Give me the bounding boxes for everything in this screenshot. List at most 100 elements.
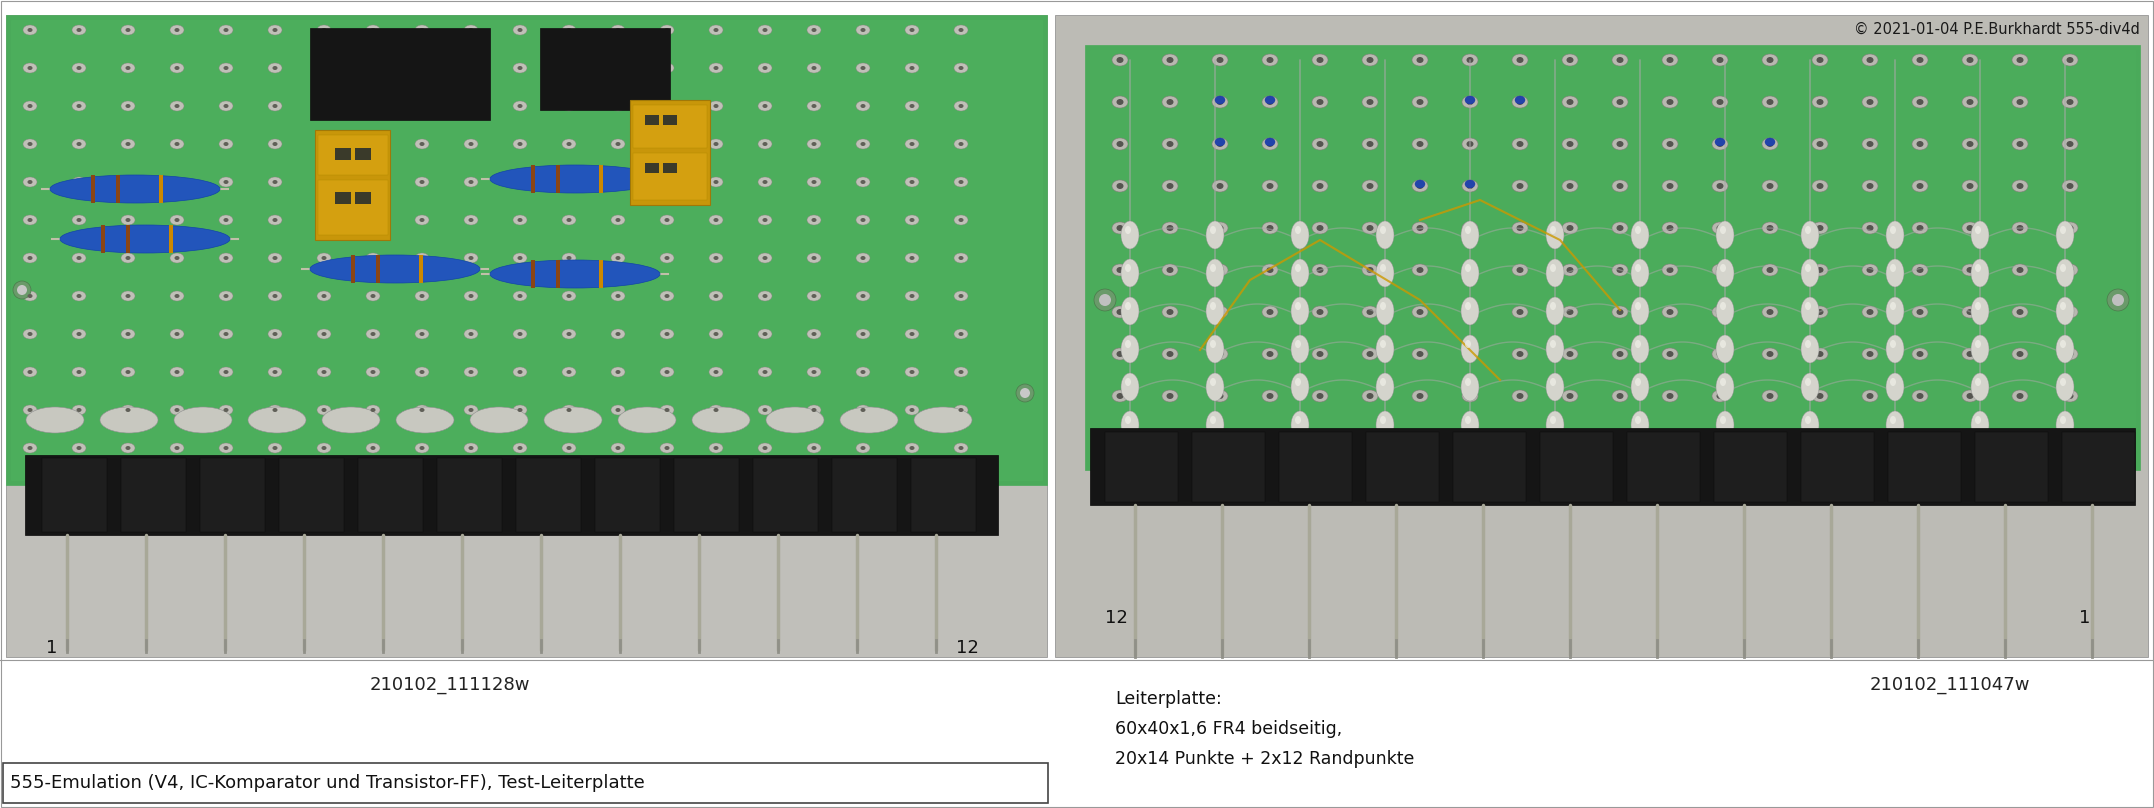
Ellipse shape: [1889, 378, 1896, 386]
Ellipse shape: [121, 405, 136, 415]
Ellipse shape: [859, 66, 866, 70]
Ellipse shape: [1467, 141, 1473, 147]
Ellipse shape: [1717, 373, 1734, 401]
Ellipse shape: [174, 407, 233, 433]
Ellipse shape: [1514, 96, 1525, 104]
Ellipse shape: [1417, 393, 1424, 399]
Ellipse shape: [1361, 96, 1379, 108]
Ellipse shape: [1366, 309, 1374, 315]
Bar: [280, 458, 345, 532]
Ellipse shape: [1361, 138, 1379, 150]
Ellipse shape: [2012, 264, 2029, 276]
Ellipse shape: [1316, 183, 1323, 189]
Ellipse shape: [366, 101, 379, 111]
Ellipse shape: [1215, 138, 1226, 146]
Ellipse shape: [1766, 309, 1773, 315]
Bar: [1801, 432, 1874, 502]
Ellipse shape: [1762, 264, 1777, 276]
Ellipse shape: [1512, 54, 1527, 66]
Ellipse shape: [859, 142, 866, 146]
Ellipse shape: [71, 443, 86, 453]
Ellipse shape: [1816, 309, 1824, 315]
Ellipse shape: [758, 443, 771, 453]
Ellipse shape: [709, 177, 724, 187]
Ellipse shape: [954, 177, 967, 187]
Ellipse shape: [758, 253, 771, 263]
Ellipse shape: [1762, 348, 1777, 360]
Ellipse shape: [1766, 393, 1773, 399]
Ellipse shape: [1167, 183, 1174, 189]
Ellipse shape: [470, 407, 528, 433]
Ellipse shape: [28, 294, 32, 298]
Ellipse shape: [545, 407, 601, 433]
Ellipse shape: [170, 405, 183, 415]
Ellipse shape: [1635, 340, 1641, 348]
Ellipse shape: [1868, 435, 1874, 441]
Ellipse shape: [1213, 222, 1228, 234]
Bar: [831, 458, 896, 532]
Ellipse shape: [1116, 393, 1124, 399]
Ellipse shape: [1812, 390, 1829, 402]
Ellipse shape: [220, 139, 233, 149]
Ellipse shape: [713, 218, 719, 222]
Ellipse shape: [170, 291, 183, 301]
Ellipse shape: [663, 180, 670, 184]
Ellipse shape: [1611, 390, 1628, 402]
Ellipse shape: [663, 256, 670, 260]
Ellipse shape: [612, 253, 625, 263]
Ellipse shape: [812, 180, 816, 184]
Ellipse shape: [1805, 226, 1812, 234]
Ellipse shape: [1366, 183, 1374, 189]
Bar: [418, 255, 422, 283]
Ellipse shape: [1516, 225, 1523, 231]
Ellipse shape: [125, 256, 131, 260]
Ellipse shape: [1116, 435, 1124, 441]
Ellipse shape: [517, 104, 523, 108]
Ellipse shape: [267, 63, 282, 73]
Ellipse shape: [420, 180, 424, 184]
Ellipse shape: [1635, 416, 1641, 424]
Ellipse shape: [220, 405, 233, 415]
Ellipse shape: [121, 101, 136, 111]
Ellipse shape: [1663, 54, 1678, 66]
Ellipse shape: [959, 180, 963, 184]
Ellipse shape: [1316, 99, 1323, 105]
Ellipse shape: [1217, 435, 1223, 441]
Ellipse shape: [1467, 393, 1473, 399]
Ellipse shape: [855, 329, 870, 339]
Ellipse shape: [713, 294, 719, 298]
Ellipse shape: [709, 215, 724, 225]
Ellipse shape: [855, 253, 870, 263]
Ellipse shape: [808, 25, 821, 35]
Ellipse shape: [71, 291, 86, 301]
Bar: [6, 15, 1047, 657]
Ellipse shape: [808, 139, 821, 149]
Ellipse shape: [1417, 225, 1424, 231]
Ellipse shape: [1267, 309, 1273, 315]
Ellipse shape: [1635, 302, 1641, 310]
Ellipse shape: [616, 332, 620, 336]
Ellipse shape: [513, 139, 528, 149]
Ellipse shape: [1262, 306, 1277, 318]
Ellipse shape: [1967, 183, 1973, 189]
Ellipse shape: [1712, 432, 1728, 444]
Bar: [517, 458, 582, 532]
Ellipse shape: [321, 446, 327, 450]
Ellipse shape: [1290, 221, 1310, 249]
Ellipse shape: [2012, 138, 2029, 150]
Ellipse shape: [913, 407, 971, 433]
Ellipse shape: [220, 63, 233, 73]
Ellipse shape: [2066, 309, 2074, 315]
Ellipse shape: [317, 177, 332, 187]
Ellipse shape: [50, 175, 220, 203]
Bar: [116, 175, 121, 203]
Bar: [633, 153, 707, 200]
Bar: [663, 163, 676, 173]
Ellipse shape: [1712, 264, 1728, 276]
Ellipse shape: [416, 25, 429, 35]
Ellipse shape: [1562, 306, 1579, 318]
Ellipse shape: [855, 25, 870, 35]
Ellipse shape: [17, 285, 28, 295]
Ellipse shape: [1366, 141, 1374, 147]
Ellipse shape: [1917, 351, 1924, 357]
